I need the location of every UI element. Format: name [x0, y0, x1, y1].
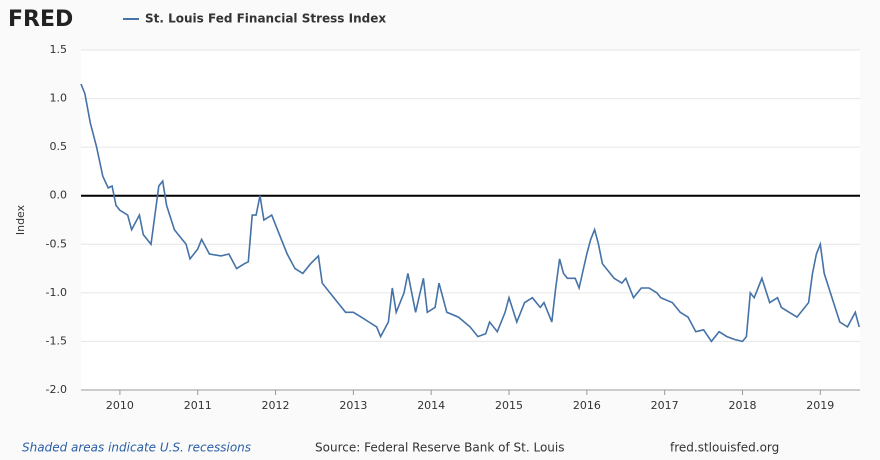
- x-tick-label: 2019: [806, 399, 834, 412]
- x-tick-label: 2015: [495, 399, 523, 412]
- x-tick-label: 2010: [106, 399, 134, 412]
- y-tick-label: 1.5: [50, 43, 68, 56]
- y-tick-label: 1.0: [50, 92, 68, 105]
- x-tick-label: 2018: [728, 399, 756, 412]
- x-tick-label: 2012: [262, 399, 290, 412]
- series-line: [80, 83, 860, 343]
- logo: FRED: [8, 7, 73, 32]
- plot-area: [81, 50, 860, 390]
- legend-label: St. Louis Fed Financial Stress Index: [145, 12, 386, 26]
- y-tick-label: 0.5: [50, 140, 68, 153]
- y-tick-label: 0.0: [50, 189, 68, 202]
- recession-note[interactable]: Shaded areas indicate U.S. recessions: [22, 441, 251, 455]
- site[interactable]: fred.stlouisfed.org: [670, 441, 779, 455]
- x-tick-label: 2014: [417, 399, 445, 412]
- x-tick-label: 2016: [573, 399, 601, 412]
- source: Source: Federal Reserve Bank of St. Loui…: [315, 441, 564, 455]
- x-tick-label: 2011: [184, 399, 212, 412]
- y-tick-label: -2.0: [46, 383, 67, 396]
- y-tick-label: -0.5: [46, 237, 67, 250]
- x-tick-label: 2013: [339, 399, 367, 412]
- y-axis-label: Index: [14, 204, 27, 235]
- y-tick-label: -1.5: [46, 334, 67, 347]
- y-tick-label: -1.0: [46, 286, 67, 299]
- x-tick-label: 2017: [651, 399, 679, 412]
